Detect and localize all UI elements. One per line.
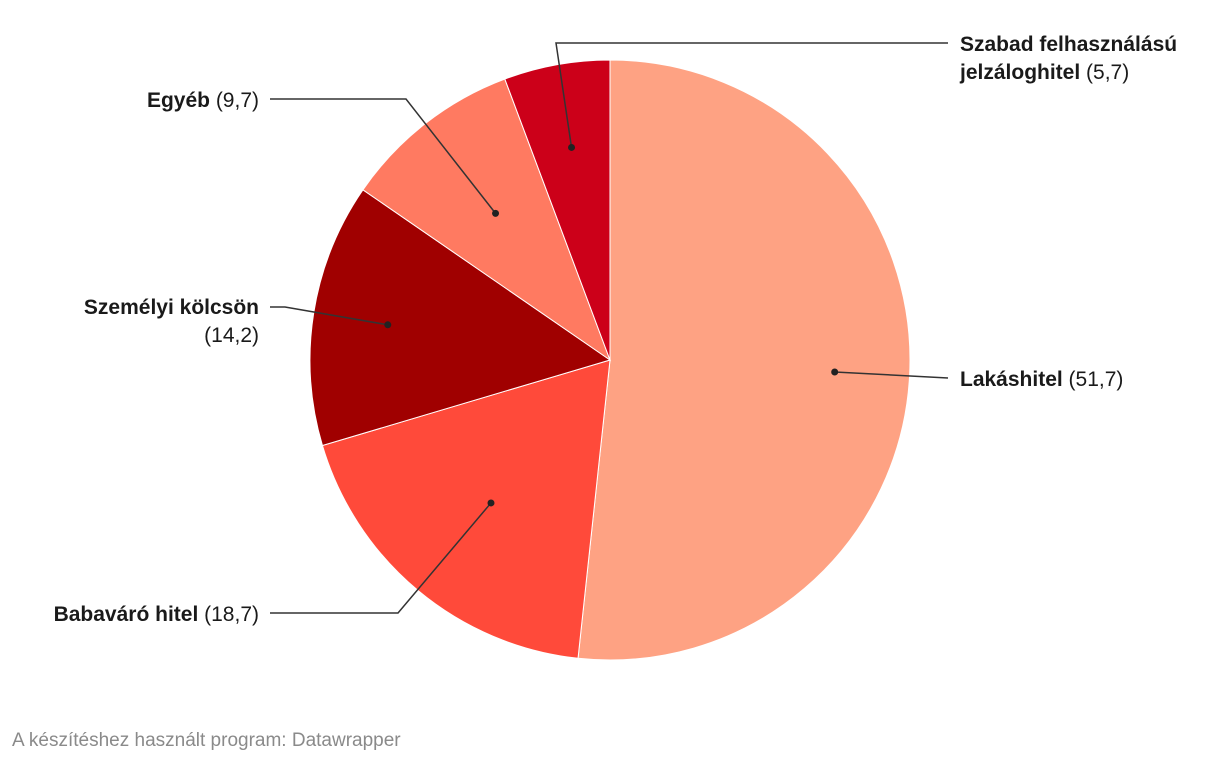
pie-slice-szemelyi-kolcson [309,189,612,447]
pie-chart: Lakáshitel (51,7) Babaváró hitel (18,7) Sz… [54,33,1177,661]
pie-slice-lakashitel [577,59,911,661]
leader-dot-szemelyi-kolcson [384,321,392,329]
slice-label-babavaro-hitel: Babaváró hitel (18,7) [54,603,259,626]
leader-line-babavaro-hitel [270,502,492,614]
leader-dot-szabad-felhasznalasu-jelzaloghitel [568,143,576,151]
leader-line-lakashitel [834,371,949,379]
slice-label-szemelyi-kolcson: Személyi kölcsön (14,2) [84,296,259,347]
source-credit: A készítéshez használt program: Datawrap… [12,730,401,751]
pie-slice-szabad-felhasznalasu-jelzaloghitel [504,59,611,361]
leader-line-szemelyi-kolcson [270,306,388,326]
leader-dot-egyeb [492,209,500,217]
slice-label-szabad-felhasznalasu-jelzaloghitel: Szabad felhasználású jelzáloghitel (5,7) [959,33,1177,84]
slice-label-lakashitel: Lakáshitel (51,7) [960,368,1123,391]
pie-slice-babavaro-hitel [321,359,611,659]
leader-dot-lakashitel [831,368,839,376]
leader-line-szabad-felhasznalasu-jelzaloghitel [555,42,948,148]
leader-line-egyeb [270,98,497,214]
leader-dot-babavaro-hitel [487,499,495,507]
slice-label-egyeb: Egyéb (9,7) [147,89,259,112]
